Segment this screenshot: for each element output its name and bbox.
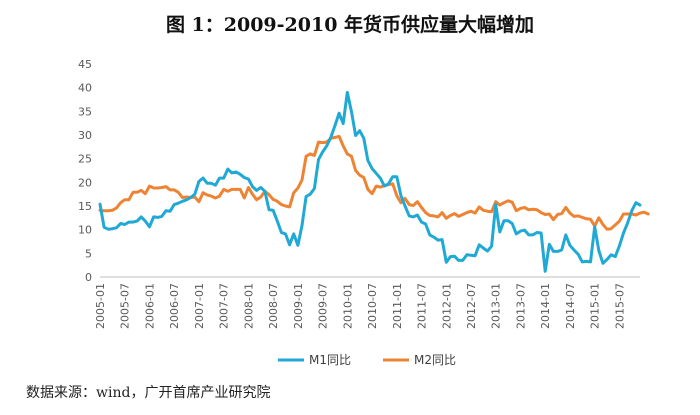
x-axis-ticks: 2005-01 2005-07 2006-01 2006-07 2007-01 2007-… — [94, 283, 626, 329]
series-lines — [98, 90, 650, 273]
y-tick-label: 15 — [78, 200, 92, 213]
x-tick-label: 2006-01 — [143, 283, 156, 329]
series-line-m1 — [98, 90, 642, 273]
x-tick-label: 2014-07 — [564, 283, 577, 329]
figure-title: 图 1：2009-2010 年货币供应量大幅增加 — [165, 14, 535, 36]
y-tick-label: 45 — [78, 58, 92, 71]
y-tick-label: 30 — [78, 129, 92, 142]
y-tick-label: 5 — [85, 247, 92, 260]
x-tick-label: 2012-01 — [440, 283, 453, 329]
x-tick-label: 2015-01 — [589, 283, 602, 329]
x-tick-label: 2012-07 — [465, 283, 478, 329]
y-tick-label: 40 — [78, 82, 92, 95]
x-tick-label: 2007-07 — [218, 283, 231, 329]
y-tick-label: 20 — [78, 176, 92, 189]
x-tick-label: 2010-01 — [341, 283, 354, 329]
y-tick-label: 35 — [78, 105, 92, 118]
x-tick-label: 2009-01 — [292, 283, 305, 329]
series-line-m2 — [98, 134, 650, 231]
legend: M1同比 M2同比 — [278, 353, 456, 367]
x-tick-label: 2009-07 — [317, 283, 330, 329]
x-tick-label: 2010-07 — [366, 283, 379, 329]
y-tick-label: 25 — [78, 153, 92, 166]
y-axis-ticks: 0 5 10 15 20 25 30 35 40 45 — [78, 58, 92, 284]
x-tick-label: 2006-07 — [168, 283, 181, 329]
x-tick-label: 2005-07 — [119, 283, 132, 329]
x-tick-label: 2013-07 — [514, 283, 527, 329]
x-tick-label: 2011-07 — [416, 283, 429, 329]
x-tick-label: 2014-01 — [539, 283, 552, 329]
legend-label: M2同比 — [414, 353, 456, 367]
x-tick-label: 2008-01 — [242, 283, 255, 329]
x-tick-label: 2011-01 — [391, 283, 404, 329]
x-tick-label: 2008-07 — [267, 283, 280, 329]
data-source-note: 数据来源：wind，广开首席产业研究院 — [26, 385, 271, 401]
x-tick-label: 2007-01 — [193, 283, 206, 329]
x-tick-label: 2013-01 — [490, 283, 503, 329]
legend-label: M1同比 — [309, 353, 351, 367]
x-tick-label: 2005-01 — [94, 283, 107, 329]
x-tick-label: 2015-07 — [613, 283, 626, 329]
y-tick-label: 10 — [78, 224, 92, 237]
y-tick-label: 0 — [85, 271, 92, 284]
